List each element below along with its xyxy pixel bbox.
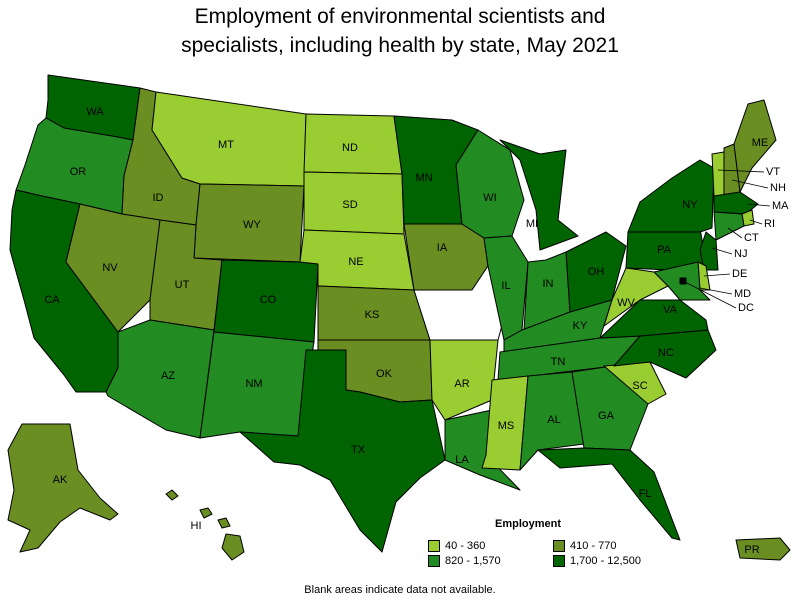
state-label-ok: OK — [376, 368, 393, 380]
state-label-nh: NH — [770, 182, 786, 194]
state-label-wv: WV — [617, 297, 635, 309]
state-label-ma: MA — [772, 200, 789, 212]
state-label-ut: UT — [175, 279, 190, 291]
state-label-me: ME — [752, 137, 769, 149]
state-leader-ct — [727, 227, 743, 239]
state-label-ks: KS — [365, 309, 380, 321]
state-label-ak: AK — [53, 474, 68, 486]
state-label-ne: NE — [348, 256, 363, 268]
state-label-ct: CT — [744, 232, 759, 244]
state-leader-md — [699, 287, 733, 295]
legend-item-bin-0: 40 - 360 — [428, 540, 553, 552]
state-label-in: IN — [543, 278, 554, 290]
state-label-vt: VT — [766, 166, 780, 178]
footnote: Blank areas indicate data not available. — [304, 584, 496, 596]
state-label-fl: FL — [639, 488, 652, 500]
state-label-mt: MT — [218, 139, 234, 151]
state-label-id: ID — [153, 192, 164, 204]
state-label-nj: NJ — [734, 248, 747, 260]
state-wi — [455, 129, 525, 239]
state-label-md: MD — [734, 288, 751, 300]
state-label-ky: KY — [573, 320, 588, 332]
state-label-ri: RI — [764, 218, 775, 230]
state-label-ca: CA — [44, 294, 60, 306]
legend-grid: 40 - 360 410 - 770 820 - 1,570 1,700 - 1… — [428, 540, 668, 567]
state-label-hi: HI — [191, 520, 202, 532]
state-vt — [711, 151, 725, 197]
state-ct — [713, 211, 745, 241]
map-title-line-1: Employment of environmental scientists a… — [194, 5, 606, 28]
map-title-line-2: specialists, including health by state, … — [181, 34, 619, 57]
legend-swatch-bin-3 — [553, 555, 565, 567]
state-pr — [735, 537, 791, 561]
state-mi — [499, 139, 579, 251]
legend-label-bin-2: 820 - 1,570 — [445, 555, 501, 567]
legend: Employment 40 - 360 410 - 770 820 - 1,57… — [428, 518, 668, 567]
state-fl — [537, 447, 681, 541]
state-ms — [481, 375, 529, 471]
state-leader-ma — [747, 203, 771, 207]
state-leader-nh — [731, 179, 769, 189]
state-label-wi: WI — [483, 192, 496, 204]
state-al — [519, 371, 585, 471]
legend-swatch-bin-2 — [428, 555, 440, 567]
state-label-la: LA — [455, 454, 469, 466]
state-label-sc: SC — [632, 380, 647, 392]
legend-label-bin-0: 40 - 360 — [445, 540, 486, 552]
legend-swatch-bin-1 — [553, 540, 565, 552]
state-label-ms: MS — [498, 420, 515, 432]
state-label-pr: PR — [744, 544, 759, 556]
state-ak — [7, 423, 119, 553]
state-label-de: DE — [732, 268, 747, 280]
state-leader-de — [703, 273, 731, 277]
state-label-dc: DC — [738, 302, 754, 314]
state-label-ga: GA — [598, 410, 615, 422]
state-label-or: OR — [70, 166, 87, 178]
state-label-nd: ND — [342, 142, 358, 154]
state-label-wa: WA — [86, 106, 104, 118]
state-label-sd: SD — [342, 199, 357, 211]
state-leader-vt — [717, 169, 765, 173]
state-ia — [403, 223, 489, 291]
state-leader-ri — [749, 219, 763, 225]
state-label-az: AZ — [161, 370, 175, 382]
state-tx — [239, 349, 446, 553]
state-label-mi: MI — [526, 218, 538, 230]
state-label-co: CO — [260, 294, 277, 306]
state-ny — [627, 159, 715, 233]
state-ma — [713, 191, 759, 215]
state-hi — [165, 489, 245, 561]
state-label-nv: NV — [102, 262, 118, 274]
state-ar — [429, 339, 499, 421]
legend-item-bin-3: 1,700 - 12,500 — [553, 555, 663, 567]
state-label-tx: TX — [351, 444, 366, 456]
state-label-nm: NM — [245, 378, 262, 390]
state-label-wy: WY — [243, 219, 261, 231]
state-label-tn: TN — [551, 356, 566, 368]
state-label-nc: NC — [658, 347, 674, 359]
legend-swatch-bin-0 — [428, 540, 440, 552]
state-label-ar: AR — [454, 378, 469, 390]
legend-label-bin-1: 410 - 770 — [570, 540, 617, 552]
state-label-il: IL — [501, 280, 510, 292]
dc-marker-icon — [680, 278, 686, 284]
legend-item-bin-1: 410 - 770 — [553, 540, 663, 552]
state-label-al: AL — [547, 414, 560, 426]
state-leader-dc — [682, 280, 737, 309]
map-title: Employment of environmental scientists a… — [0, 2, 800, 60]
state-label-pa: PA — [657, 244, 672, 256]
state-label-mn: MN — [415, 172, 432, 184]
state-wy — [193, 183, 305, 263]
state-nj — [699, 231, 719, 271]
state-label-va: VA — [663, 304, 678, 316]
legend-item-bin-2: 820 - 1,570 — [428, 555, 553, 567]
state-leader-nj — [711, 247, 733, 255]
state-label-ia: IA — [437, 242, 448, 254]
legend-title: Employment — [494, 518, 561, 530]
state-label-ny: NY — [682, 199, 698, 211]
legend-label-bin-3: 1,700 - 12,500 — [570, 555, 641, 567]
state-label-oh: OH — [588, 266, 605, 278]
state-co — [213, 259, 319, 343]
